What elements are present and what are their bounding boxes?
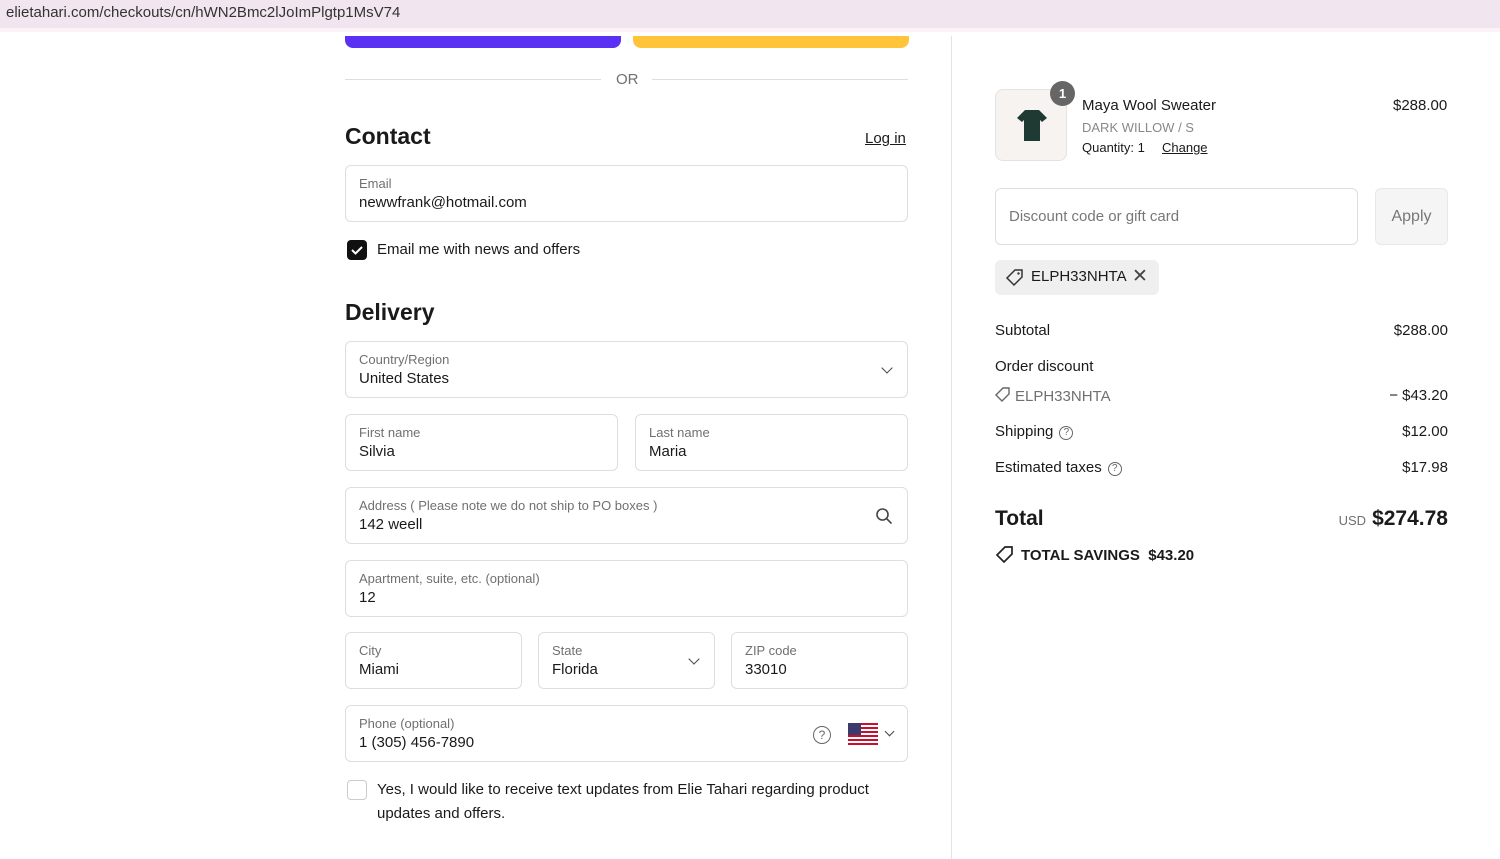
phone-label: Phone (optional) xyxy=(359,716,455,731)
sweater-image xyxy=(1017,110,1047,141)
discount-input[interactable]: Discount code or gift card xyxy=(995,188,1358,245)
help-icon[interactable]: ? xyxy=(1059,426,1074,440)
discount-code-row: ELPH33NHTA − $43.20 xyxy=(995,387,1448,405)
savings-value: $43.20 xyxy=(1148,547,1195,564)
first-name-label: First name xyxy=(359,425,421,440)
or-separator: OR xyxy=(345,70,908,90)
shipping-label: Shipping xyxy=(995,423,1054,440)
zip-field[interactable]: ZIP code 33010 xyxy=(731,632,908,689)
help-icon[interactable]: ? xyxy=(813,726,831,744)
sms-label: Yes, I would like to receive text update… xyxy=(377,781,869,822)
taxes-value: $17.98 xyxy=(1402,459,1448,476)
product-quantity: Quantity: 1 xyxy=(1082,140,1145,155)
last-name-field[interactable]: Last name Maria xyxy=(635,414,908,471)
apartment-field[interactable]: Apartment, suite, etc. (optional) 12 xyxy=(345,560,908,617)
address-value: 142 weell xyxy=(359,516,423,533)
us-flag-icon[interactable] xyxy=(848,723,878,745)
checkmark-icon xyxy=(351,246,363,255)
savings-label: TOTAL SAVINGS xyxy=(1021,547,1140,564)
address-label: Address ( Please note we do not ship to … xyxy=(359,498,658,513)
city-value: Miami xyxy=(359,661,399,678)
currency: USD xyxy=(1338,513,1367,528)
address-field[interactable]: Address ( Please note we do not ship to … xyxy=(345,487,908,544)
search-icon[interactable] xyxy=(875,507,893,525)
contact-title: Contact xyxy=(345,123,431,149)
login-link[interactable]: Log in xyxy=(865,130,906,147)
sms-checkbox[interactable] xyxy=(347,780,367,800)
total-row: Total USD $274.78 xyxy=(995,507,1448,531)
tag-icon xyxy=(995,387,1010,402)
tag-icon xyxy=(1005,269,1023,287)
email-value: newwfrank@hotmail.com xyxy=(359,194,527,211)
total-label: Total xyxy=(995,507,1044,530)
apply-button[interactable]: Apply xyxy=(1375,188,1448,245)
discount-code: ELPH33NHTA xyxy=(1015,388,1111,405)
product-thumbnail xyxy=(995,89,1067,161)
zip-value: 33010 xyxy=(745,661,787,678)
discount-placeholder: Discount code or gift card xyxy=(1009,208,1180,225)
discount-amount: − $43.20 xyxy=(1389,387,1448,404)
tag-icon xyxy=(995,546,1013,564)
change-quantity-link[interactable]: Change xyxy=(1162,140,1208,155)
news-label: Email me with news and offers xyxy=(377,241,581,258)
city-field[interactable]: City Miami xyxy=(345,632,522,689)
applied-discount-tag: ELPH33NHTA ✕ xyxy=(995,260,1159,295)
state-label: State xyxy=(552,643,583,658)
apartment-value: 12 xyxy=(359,589,376,606)
taxes-label: Estimated taxes xyxy=(995,459,1102,476)
order-discount-label: Order discount xyxy=(995,358,1094,375)
applied-code: ELPH33NHTA xyxy=(1031,268,1127,285)
product-name: Maya Wool Sweater xyxy=(1082,97,1216,114)
first-name-field[interactable]: First name Silvia xyxy=(345,414,618,471)
country-select[interactable]: Country/Region United States xyxy=(345,341,908,398)
shipping-value: $12.00 xyxy=(1402,423,1448,440)
paypal-button[interactable] xyxy=(633,36,909,48)
total-value: $274.78 xyxy=(1372,507,1448,530)
delivery-title: Delivery xyxy=(345,299,435,325)
total-savings: TOTAL SAVINGS $43.20 xyxy=(995,545,1194,564)
quantity-badge: 1 xyxy=(1050,81,1075,106)
product-price: $288.00 xyxy=(1393,97,1448,114)
phone-field[interactable]: Phone (optional) 1 (305) 456-7890 ? xyxy=(345,705,908,762)
news-checkbox[interactable] xyxy=(347,240,367,260)
last-name-label: Last name xyxy=(649,425,710,440)
shop-pay-button[interactable] xyxy=(345,36,621,48)
country-label: Country/Region xyxy=(359,352,450,367)
subtotal-label: Subtotal xyxy=(995,322,1051,339)
email-field[interactable]: Email newwfrank@hotmail.com xyxy=(345,165,908,222)
subtotal-row: Subtotal $288.00 xyxy=(995,322,1448,339)
phone-value: 1 (305) 456-7890 xyxy=(359,734,475,751)
remove-discount-icon[interactable]: ✕ xyxy=(1132,266,1148,287)
state-value: Florida xyxy=(552,661,598,678)
apartment-label: Apartment, suite, etc. (optional) xyxy=(359,571,540,586)
help-icon[interactable]: ? xyxy=(1107,462,1122,476)
first-name-value: Silvia xyxy=(359,443,395,460)
taxes-row: Estimated taxes? $17.98 xyxy=(995,459,1448,476)
country-value: United States xyxy=(359,370,450,387)
column-divider xyxy=(951,36,952,859)
address-bar[interactable]: elietahari.com/checkouts/cn/hWN2Bmc2lJoI… xyxy=(0,0,1500,32)
zip-label: ZIP code xyxy=(745,643,797,658)
shipping-row: Shipping? $12.00 xyxy=(995,423,1448,440)
or-label: OR xyxy=(616,71,639,88)
email-label: Email xyxy=(359,176,392,191)
city-label: City xyxy=(359,643,382,658)
subtotal-value: $288.00 xyxy=(1393,322,1448,339)
product-variant: DARK WILLOW / S xyxy=(1082,120,1194,135)
last-name-value: Maria xyxy=(649,443,687,460)
state-select[interactable]: State Florida xyxy=(538,632,715,689)
order-discount-row: Order discount xyxy=(995,358,1448,375)
